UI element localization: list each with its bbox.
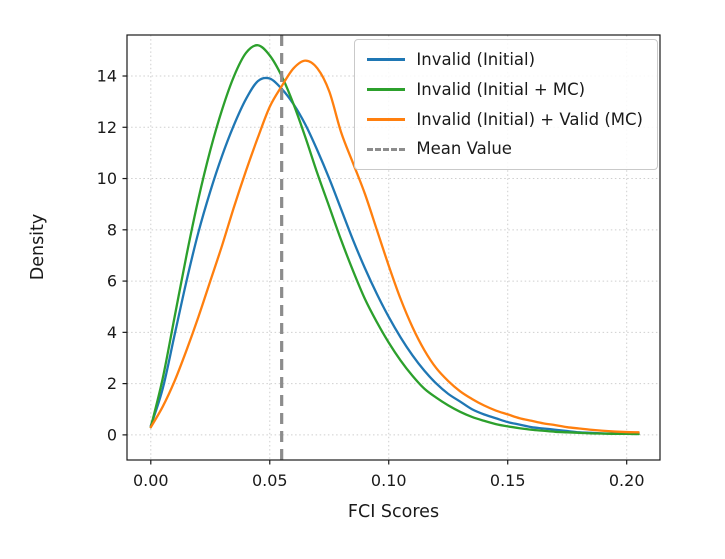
y-tick-label: 12 <box>97 118 117 137</box>
x-axis-label: FCI Scores <box>347 502 440 522</box>
y-axis-label: Density <box>28 213 48 281</box>
density-curve-2 <box>149 44 640 436</box>
y-tick-label: 4 <box>107 323 117 342</box>
density-curve-3 <box>149 59 640 434</box>
legend-label: Invalid (Initial) <box>416 50 536 69</box>
y-tick-label: 6 <box>107 272 117 291</box>
x-tick-label: 0.15 <box>490 471 526 490</box>
legend-item: Invalid (Initial) + Valid (MC) <box>367 110 643 130</box>
y-tick-label: 2 <box>107 374 117 393</box>
legend-label: Invalid (Initial + MC) <box>416 79 586 99</box>
y-tick-label: 14 <box>97 67 117 86</box>
legend-line-sample <box>367 58 406 62</box>
legend-item: Invalid (Initial) <box>367 50 643 70</box>
x-tick-label: 0.00 <box>133 471 169 490</box>
legend-label: Invalid (Initial) + Valid (MC) <box>416 109 643 129</box>
y-tick-label: 8 <box>107 220 117 239</box>
legend-label: Mean Value <box>416 139 512 159</box>
x-tick-label: 0.10 <box>371 471 407 490</box>
plot-border <box>126 34 661 461</box>
legend-dashed-line-sample <box>367 147 406 151</box>
density-curve-1 <box>149 76 640 436</box>
legend-item: Mean Value <box>367 139 643 159</box>
legend-item: Invalid (Initial + MC) <box>367 80 643 100</box>
y-tick-label: 10 <box>97 169 117 188</box>
legend-line-sample <box>367 88 406 92</box>
y-tick-label: 0 <box>107 425 117 444</box>
x-tick-label: 0.05 <box>252 471 288 490</box>
legend-line-sample <box>367 117 406 121</box>
legend: Invalid (Initial) Invalid (Initial + MC) I… <box>354 39 658 171</box>
x-tick-label: 0.20 <box>609 471 645 490</box>
